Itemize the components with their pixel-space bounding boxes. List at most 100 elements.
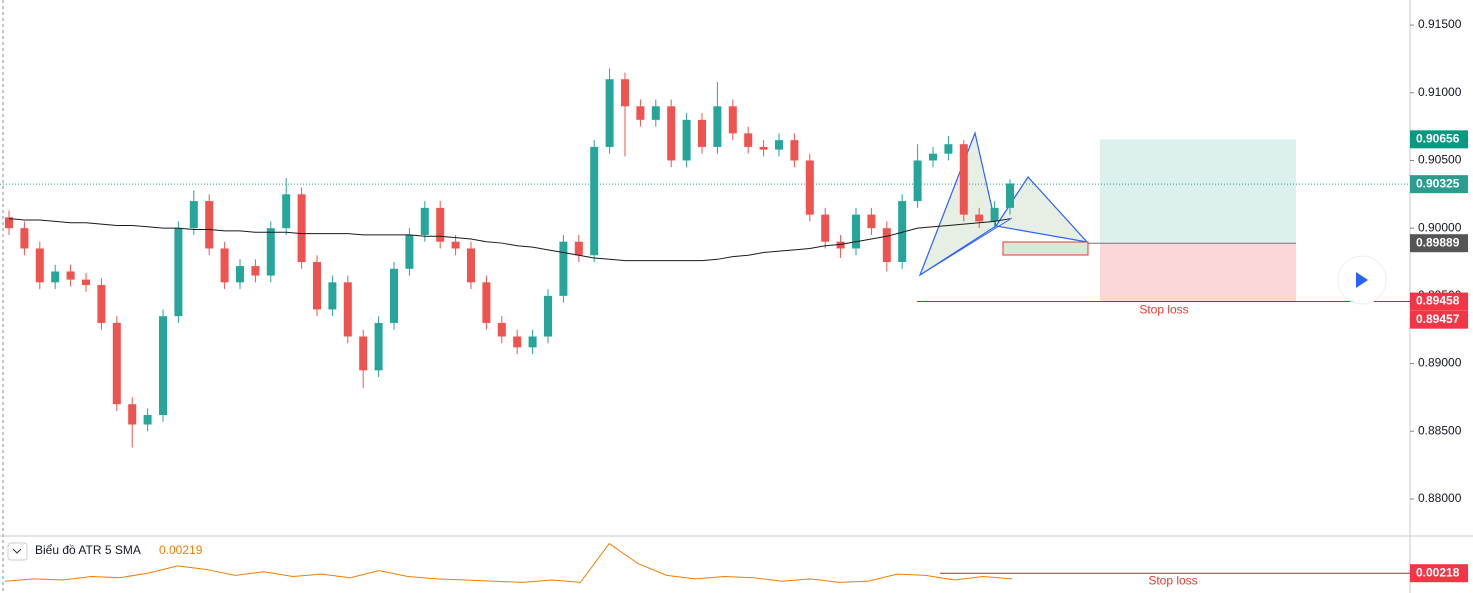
y-tick-label: 0.88500: [1418, 423, 1462, 437]
candle-body: [882, 228, 891, 263]
candle-body: [51, 271, 60, 283]
candle-body: [944, 144, 953, 154]
target-zone: [1002, 241, 1089, 256]
candle-body: [112, 322, 121, 405]
candle-body: [929, 153, 937, 161]
atr-value: 0.00219: [159, 543, 203, 557]
candle-body: [143, 415, 152, 425]
y-tick-label: 0.88000: [1418, 491, 1462, 505]
play-icon: [1356, 272, 1368, 288]
collapse-button[interactable]: [7, 542, 28, 561]
candle-body: [990, 207, 999, 222]
candle-body: [359, 336, 368, 371]
candle-body: [5, 217, 13, 229]
candle-body: [513, 336, 522, 348]
candle-body: [236, 266, 244, 283]
candle-body: [559, 241, 568, 296]
candle-body: [159, 316, 167, 416]
candle-body: [698, 119, 706, 147]
candle-body: [805, 160, 814, 215]
candle-body: [1006, 183, 1014, 208]
atr-level-label: 0.00218: [1416, 565, 1460, 579]
candle-body: [20, 228, 29, 249]
candle-body: [852, 214, 860, 249]
candle-body: [682, 119, 691, 161]
price-label: 0.89457: [1416, 312, 1460, 326]
candle-body: [297, 194, 306, 263]
atr-stop-label: Stop loss: [1148, 573, 1197, 587]
candle-body: [174, 228, 183, 317]
candle-body: [528, 336, 537, 348]
y-tick-label: 0.91000: [1418, 85, 1462, 99]
stop-label: Stop loss: [1139, 303, 1188, 317]
candle-body: [467, 248, 475, 283]
candle-body: [82, 279, 90, 286]
price-label-bg: [1410, 234, 1468, 253]
candle-body: [867, 214, 876, 229]
candle-body: [898, 201, 907, 263]
candle-body: [497, 322, 506, 337]
candle-body: [790, 140, 799, 161]
candle-body: [775, 140, 783, 150]
candle-body: [959, 144, 968, 215]
candle-body: [436, 207, 445, 242]
y-tick-label: 0.91500: [1418, 17, 1462, 31]
price-label: 0.90656: [1416, 132, 1460, 146]
candle-body: [590, 146, 599, 256]
atr-line: [4, 542, 1013, 583]
candle-body: [405, 234, 414, 269]
candle-body: [35, 248, 44, 283]
profit-zone: [1100, 139, 1296, 244]
price-label: 0.90325: [1416, 176, 1460, 190]
candle-body: [821, 214, 830, 242]
candle-body: [913, 160, 922, 202]
candle-body: [390, 268, 398, 323]
candle-body: [605, 79, 614, 147]
candle-body: [544, 295, 552, 337]
atr-label-bg: [1410, 564, 1468, 583]
loss-zone: [1100, 243, 1296, 302]
candle-body: [759, 146, 768, 150]
candle-body: [313, 262, 321, 310]
candle-body: [451, 241, 460, 249]
sma-line: [8, 218, 1011, 262]
candle-body: [328, 282, 337, 310]
candle-body: [667, 106, 676, 161]
y-tick-label: 0.90000: [1418, 220, 1462, 234]
candle-body: [266, 228, 275, 276]
price-label: 0.89458: [1416, 294, 1460, 308]
candle-body: [189, 201, 198, 229]
candle-body: [728, 106, 737, 134]
candle-body: [420, 207, 429, 235]
price-label: 0.89889: [1416, 235, 1460, 249]
candle-body: [744, 133, 753, 147]
candle-body: [205, 201, 214, 249]
price-label-bg: [1410, 175, 1468, 194]
candle-body: [713, 106, 722, 147]
candle-body: [66, 271, 75, 280]
pattern-leg: [919, 217, 1013, 276]
candle-body: [836, 241, 845, 249]
candle-body: [651, 106, 660, 120]
candle-body: [282, 194, 291, 229]
candle-body: [374, 322, 383, 371]
candle-body: [574, 241, 583, 256]
candle-body: [636, 106, 645, 120]
y-tick-label: 0.89000: [1418, 356, 1462, 370]
candle-body: [97, 285, 106, 323]
price-label-bg: [1410, 130, 1468, 149]
atr-title: Biểu đồ ATR 5 SMA: [35, 543, 141, 557]
candle-body: [220, 248, 229, 283]
candle-body: [128, 404, 137, 425]
candle-body: [343, 282, 352, 337]
chevron-icon: [12, 548, 22, 554]
price-label-bg: [1410, 310, 1468, 329]
candle-body: [975, 214, 984, 222]
harmonic-pattern: [918, 130, 997, 277]
price-label-bg: [1410, 292, 1468, 311]
y-tick-label: 0.90500: [1418, 153, 1462, 167]
candle-body: [251, 266, 260, 276]
